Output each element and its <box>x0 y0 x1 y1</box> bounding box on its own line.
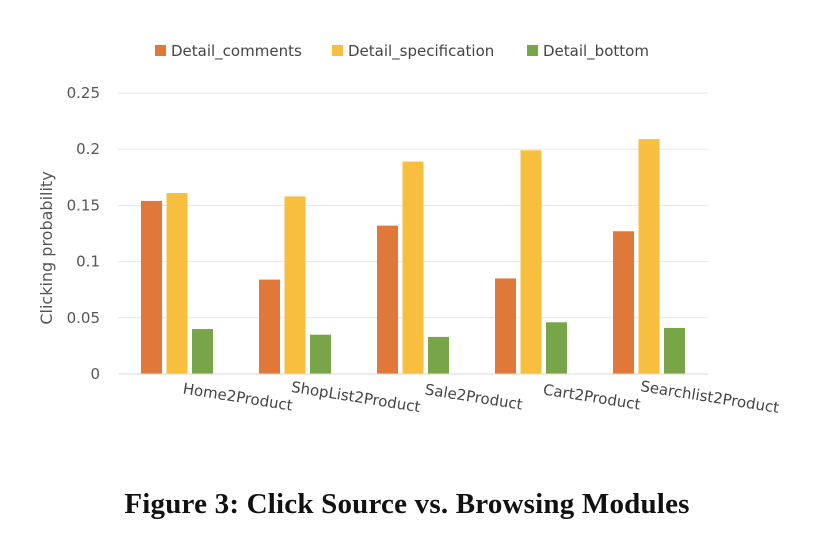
bar-detail-specification <box>166 193 188 374</box>
bar-detail-bottom <box>192 329 213 374</box>
x-tick-label: Sale2Product <box>424 380 524 413</box>
x-tick-label: Searchlist2Product <box>639 377 780 417</box>
legend-swatch <box>332 45 343 56</box>
bar-detail-bottom <box>546 322 567 374</box>
bar-detail-comments <box>377 225 398 374</box>
bars <box>141 139 685 374</box>
y-tick-label: 0.05 <box>67 309 100 327</box>
legend-label: Detail_bottom <box>543 42 649 61</box>
bar-detail-comments <box>495 278 516 374</box>
bar-detail-specification <box>520 150 542 374</box>
y-tick-label: 0 <box>90 365 100 383</box>
bar-detail-comments <box>141 200 162 374</box>
bar-chart: Detail_comments Detail_specification Detai… <box>37 42 781 417</box>
bar-detail-bottom <box>428 336 449 374</box>
legend-label: Detail_specification <box>348 42 494 61</box>
bar-detail-bottom <box>664 327 685 374</box>
y-axis-ticks: 0 0.05 0.1 0.15 0.2 0.25 <box>67 84 100 383</box>
bar-detail-comments <box>259 279 280 374</box>
y-axis-label: Clicking probability <box>37 171 56 324</box>
y-tick-label: 0.15 <box>67 196 100 214</box>
bar-detail-specification <box>284 196 306 374</box>
x-tick-label: Home2Product <box>182 380 294 415</box>
x-tick-label: Cart2Product <box>542 380 642 413</box>
figure-caption: Figure 3: Click Source vs. Browsing Modu… <box>124 488 690 520</box>
x-tick-label: ShopList2Product <box>290 378 422 416</box>
y-tick-label: 0.1 <box>76 253 100 271</box>
bar-detail-specification <box>402 161 424 374</box>
legend-swatch <box>155 45 166 56</box>
legend-label: Detail_comments <box>171 42 302 61</box>
bar-detail-comments <box>613 231 634 374</box>
y-tick-label: 0.2 <box>76 140 100 158</box>
legend-swatch <box>527 45 538 56</box>
bar-detail-specification <box>638 139 660 374</box>
y-tick-label: 0.25 <box>67 84 100 102</box>
legend: Detail_comments Detail_specification Detai… <box>155 42 649 61</box>
bar-detail-bottom <box>310 334 331 374</box>
